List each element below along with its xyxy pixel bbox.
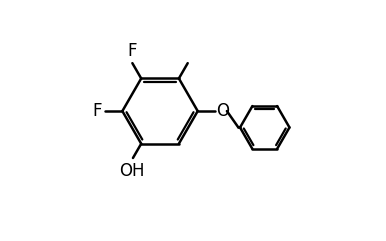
Text: O: O xyxy=(216,102,229,120)
Text: OH: OH xyxy=(119,162,144,180)
Text: F: F xyxy=(93,102,102,120)
Text: F: F xyxy=(128,42,137,60)
